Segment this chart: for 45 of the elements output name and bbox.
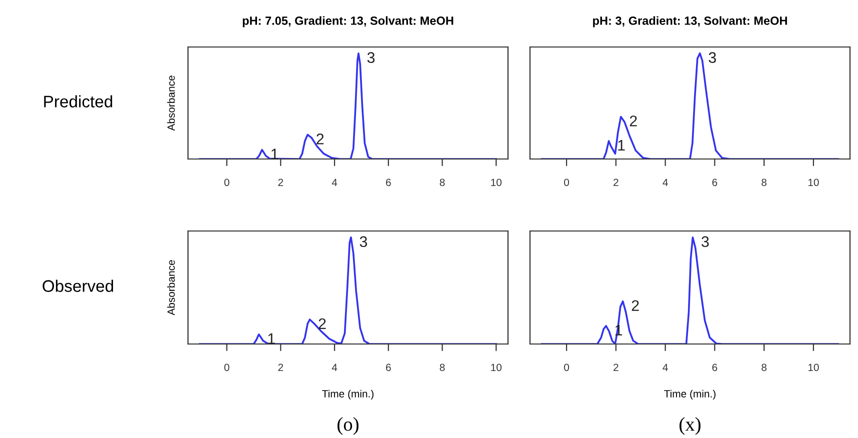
y-axis-title: Absorbance xyxy=(167,76,175,131)
x-tick-label: 6 xyxy=(386,178,391,186)
x-tick-label: 2 xyxy=(614,364,618,371)
chart-title: pH: 3, Gradient: 13, Solvant: MeOH xyxy=(593,16,787,28)
annotation: 1 xyxy=(618,140,625,151)
annotation: 3 xyxy=(367,52,375,63)
annotation: 3 xyxy=(708,52,716,63)
x-tick-label: 8 xyxy=(762,364,767,372)
x-tick-label: 10 xyxy=(491,178,502,186)
x-tick-label: 4 xyxy=(332,178,338,186)
chart-title: pH: 7.05, Gradient: 13, Solvant: MeOH xyxy=(242,16,454,28)
x-tick-label: 10 xyxy=(808,178,819,186)
annotation: 1 xyxy=(271,148,278,160)
x-tick-label: 10 xyxy=(491,364,502,372)
x-axis-title: Time (min.) xyxy=(322,390,374,400)
x-tick-label: 2 xyxy=(614,178,618,186)
x-tick-label: 4 xyxy=(662,178,668,186)
x-tick-label: 6 xyxy=(386,364,391,372)
x-tick-label: 8 xyxy=(440,178,445,186)
annotation: 2 xyxy=(318,318,326,329)
x-tick-label: 6 xyxy=(712,364,718,372)
x-tick-label: 2 xyxy=(278,178,284,186)
x-tick-label: 8 xyxy=(762,178,767,186)
text: Observed xyxy=(42,280,114,292)
x-tick-label: 0 xyxy=(564,178,570,186)
text: Predicted xyxy=(44,95,112,108)
x-tick-label: 0 xyxy=(564,364,570,372)
x-tick-label: 0 xyxy=(224,364,230,372)
annotation: 3 xyxy=(702,236,709,248)
x-tick-label: 2 xyxy=(278,364,284,371)
x-tick-label: 4 xyxy=(662,364,668,371)
text: (o) xyxy=(338,417,358,435)
y-axis-title: Absorbance xyxy=(167,260,175,316)
x-tick-label: 8 xyxy=(440,364,445,372)
annotation: 2 xyxy=(630,116,637,126)
x-tick-label: 6 xyxy=(712,178,718,186)
x-tick-label: 10 xyxy=(808,364,819,372)
x-tick-label: 0 xyxy=(224,178,230,186)
annotation: 1 xyxy=(268,333,275,344)
annotation: 2 xyxy=(316,134,324,144)
text: (x) xyxy=(680,417,700,435)
annotation: 2 xyxy=(632,300,639,311)
annotation: 3 xyxy=(360,236,368,248)
x-tick-label: 4 xyxy=(332,364,338,371)
x-axis-title: Time (min.) xyxy=(664,390,716,400)
